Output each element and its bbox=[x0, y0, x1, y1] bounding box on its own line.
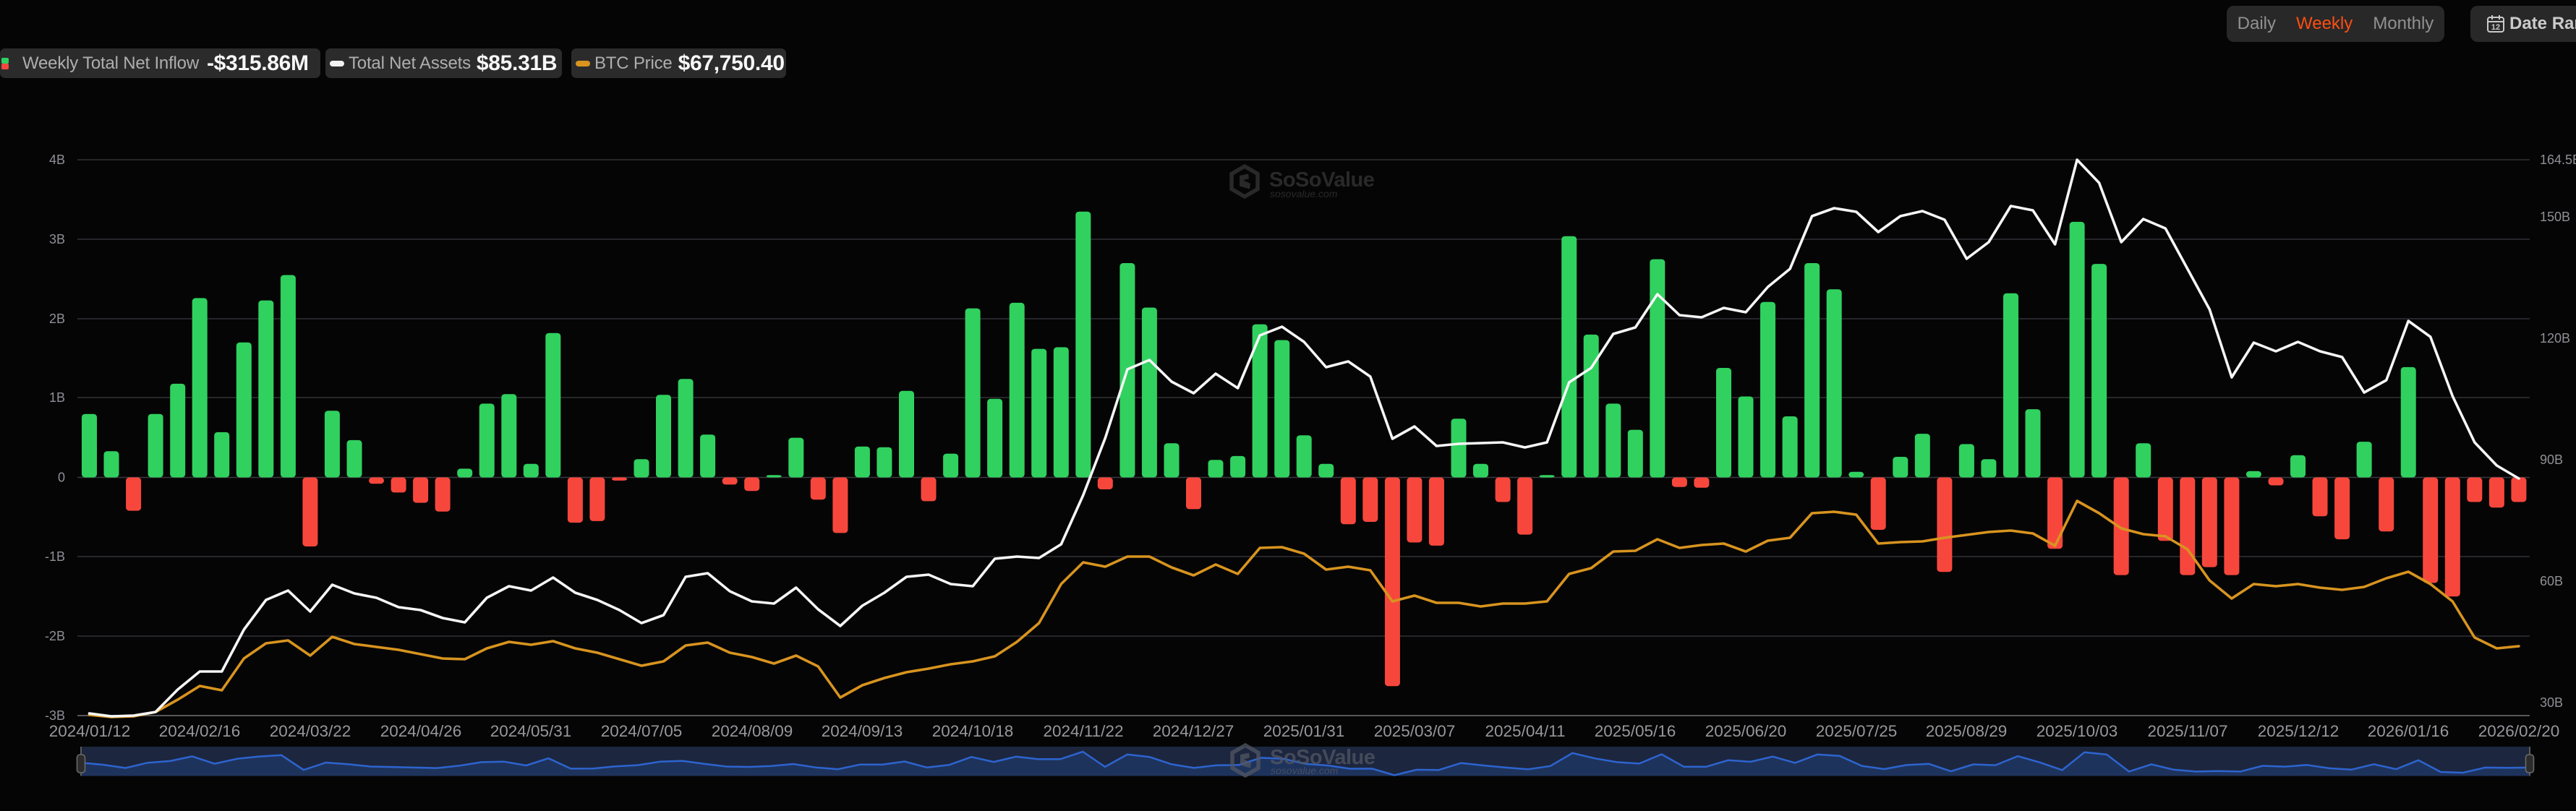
svg-text:150B: 150B bbox=[2540, 210, 2570, 224]
svg-text:2026/02/20: 2026/02/20 bbox=[2478, 722, 2560, 740]
svg-text:2024/11/22: 2024/11/22 bbox=[1044, 722, 1124, 740]
svg-text:30B: 30B bbox=[2540, 695, 2563, 710]
svg-text:2025/07/25: 2025/07/25 bbox=[1816, 722, 1898, 740]
svg-text:2025/10/03: 2025/10/03 bbox=[2037, 722, 2118, 740]
svg-text:-2B: -2B bbox=[45, 629, 65, 643]
svg-text:2024/09/13: 2024/09/13 bbox=[822, 722, 903, 740]
svg-text:2024/01/12: 2024/01/12 bbox=[49, 722, 131, 740]
svg-text:0: 0 bbox=[58, 471, 65, 485]
svg-text:SoSoValue: SoSoValue bbox=[1269, 168, 1375, 192]
svg-text:12: 12 bbox=[2491, 23, 2500, 32]
svg-text:2025/11/07: 2025/11/07 bbox=[2148, 722, 2228, 740]
svg-text:-1B: -1B bbox=[45, 549, 65, 564]
svg-text:2024/07/05: 2024/07/05 bbox=[601, 722, 683, 740]
svg-text:2025/03/07: 2025/03/07 bbox=[1374, 722, 1456, 740]
svg-text:2024/04/26: 2024/04/26 bbox=[380, 722, 462, 740]
svg-text:2B: 2B bbox=[49, 312, 65, 326]
svg-text:2025/06/20: 2025/06/20 bbox=[1705, 722, 1787, 740]
svg-text:2024/12/27: 2024/12/27 bbox=[1153, 722, 1234, 740]
svg-text:2025/04/11: 2025/04/11 bbox=[1485, 722, 1566, 740]
svg-text:SoSoValue: SoSoValue bbox=[1270, 746, 1376, 769]
svg-text:164.5B: 164.5B bbox=[2540, 153, 2576, 167]
svg-text:90B: 90B bbox=[2540, 452, 2563, 467]
svg-text:sosovalue.com: sosovalue.com bbox=[1270, 188, 1338, 199]
svg-text:sosovalue.com: sosovalue.com bbox=[1271, 765, 1339, 776]
svg-text:2025/01/31: 2025/01/31 bbox=[1263, 722, 1345, 740]
svg-text:-3B: -3B bbox=[45, 708, 65, 723]
svg-text:2025/08/29: 2025/08/29 bbox=[1926, 722, 2008, 740]
svg-text:2026/01/16: 2026/01/16 bbox=[2368, 722, 2449, 740]
svg-text:2024/05/31: 2024/05/31 bbox=[490, 722, 572, 740]
svg-text:2024/03/22: 2024/03/22 bbox=[270, 722, 351, 740]
svg-text:2025/05/16: 2025/05/16 bbox=[1595, 722, 1676, 740]
svg-text:3B: 3B bbox=[49, 232, 65, 246]
svg-text:2025/12/12: 2025/12/12 bbox=[2258, 722, 2340, 740]
svg-text:120B: 120B bbox=[2540, 331, 2570, 346]
svg-text:1B: 1B bbox=[49, 390, 65, 405]
svg-text:2024/08/09: 2024/08/09 bbox=[712, 722, 793, 740]
svg-text:4B: 4B bbox=[49, 153, 65, 167]
svg-text:60B: 60B bbox=[2540, 574, 2563, 588]
svg-text:2024/10/18: 2024/10/18 bbox=[932, 722, 1014, 740]
svg-text:2024/02/16: 2024/02/16 bbox=[159, 722, 241, 740]
